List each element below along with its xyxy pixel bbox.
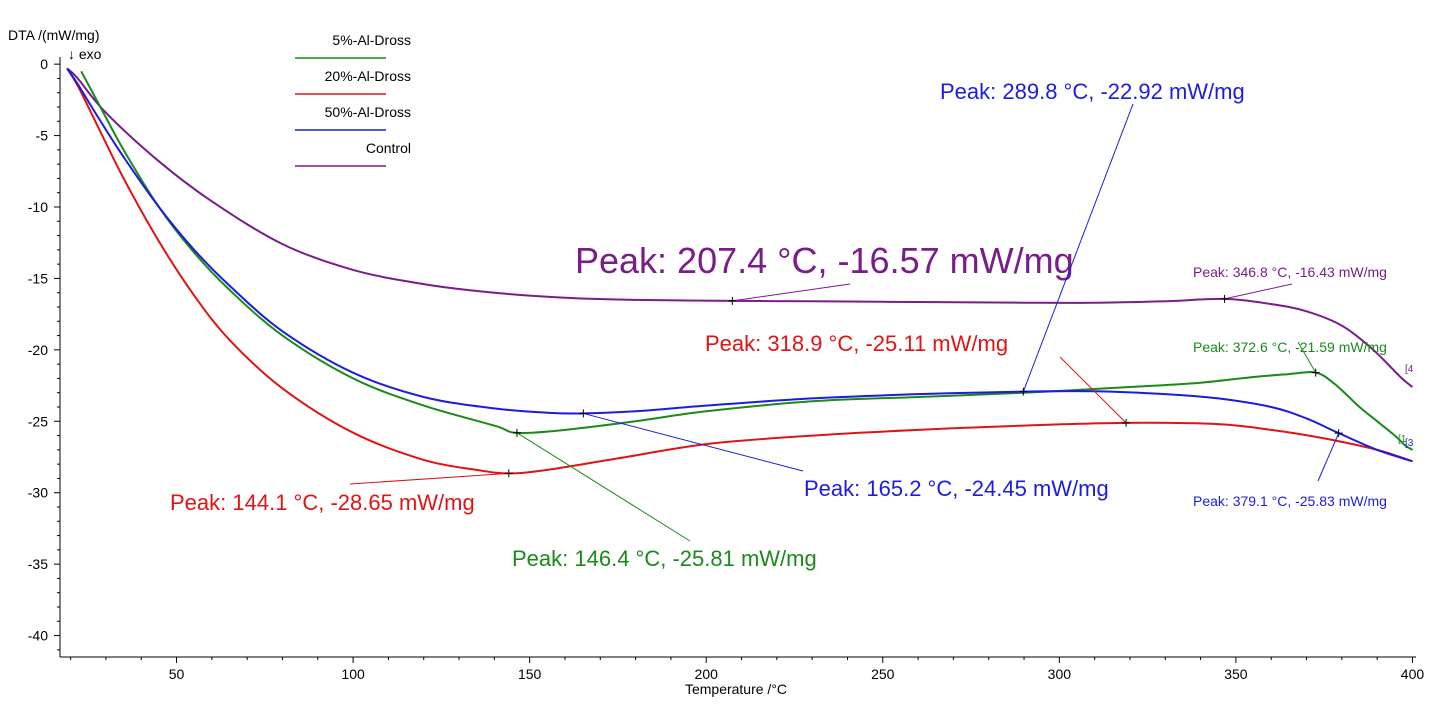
peak-annotation-label: Peak: 318.9 °C, -25.11 mW/mg (705, 331, 1008, 356)
annotation-leader-line (516, 432, 691, 542)
peak-annotation-label: Peak: 165.2 °C, -24.45 mW/mg (804, 476, 1109, 501)
series-end-marker: [4 (1405, 364, 1414, 375)
annotation-leader-line (732, 283, 851, 302)
y-axis-title: DTA /(mW/mg) (8, 27, 100, 43)
x-tick-label: 150 (518, 666, 542, 682)
series-end-marker: [1 (1398, 434, 1407, 445)
peak-annotation-label: Peak: 207.4 °C, -16.57 mW/mg (575, 240, 1074, 281)
peak-annotation-label: Peak: 144.1 °C, -28.65 mW/mg (170, 490, 475, 515)
x-tick-label: 100 (341, 666, 365, 682)
peak-annotation-label: Peak: 379.1 °C, -25.83 mW/mg (1193, 493, 1387, 509)
series-line-20-al-dross (66, 67, 1413, 475)
annotation-leader-line (1022, 103, 1134, 392)
series-line-control (66, 67, 1414, 388)
legend-label-control: Control (366, 140, 411, 156)
annotation-leader-line (1059, 356, 1127, 424)
annotation-leader-line (583, 412, 804, 472)
y-tick-label: -20 (28, 342, 48, 358)
annotation-leader-line (349, 472, 509, 485)
annotation-leader-line (1224, 283, 1293, 300)
legend-label-5-al-dross: 5%-Al-Dross (332, 32, 411, 48)
series-line-50-al-dross (66, 67, 1413, 463)
x-tick-label: 300 (1048, 666, 1072, 682)
y-tick-label: -30 (28, 485, 48, 501)
end-markers: [4 [1[3 (1398, 364, 1414, 449)
y-tick-label: -25 (28, 413, 48, 429)
y-tick-label: -40 (28, 628, 48, 644)
peak-annotation-label: Peak: 372.6 °C, -21.59 mW/mg (1193, 339, 1387, 355)
x-axis-title: Temperature /°C (685, 681, 787, 697)
axis-ticks: 50 100 150 200 250 300 350 400 0 -5 -10 -15 -20 -25 -3… (28, 56, 1425, 682)
x-tick-label: 400 (1401, 666, 1425, 682)
x-tick-label: 250 (871, 666, 895, 682)
annotation-layer: Peak: 144.1 °C, -28.65 mW/mg Peak: 146.4 … (170, 79, 1387, 571)
annotation-leader-line (1297, 341, 1317, 373)
series-layer (66, 67, 1414, 475)
y-axis-exo-note: ↓ exo (68, 46, 102, 62)
y-tick-label: -15 (28, 270, 48, 286)
peak-annotation-label: Peak: 146.4 °C, -25.81 mW/mg (512, 546, 817, 571)
y-tick-label: -35 (28, 556, 48, 572)
x-tick-label: 350 (1224, 666, 1248, 682)
x-tick-label: 200 (695, 666, 719, 682)
legend-label-20-al-dross: 20%-Al-Dross (325, 68, 411, 84)
legend: 5%-Al-Dross 20%-Al-Dross 50%-Al-Dross Contr… (295, 32, 411, 167)
peak-annotation-label: Peak: 346.8 °C, -16.43 mW/mg (1193, 264, 1387, 280)
annotation-leader-line (1317, 432, 1340, 482)
y-tick-label: -5 (36, 128, 49, 144)
series-end-marker: [3 (1405, 438, 1414, 449)
legend-label-50-al-dross: 50%-Al-Dross (325, 104, 411, 120)
y-tick-label: 0 (40, 56, 48, 72)
y-tick-label: -10 (28, 199, 48, 215)
series-line-5-al-dross (80, 70, 1414, 451)
x-tick-label: 50 (169, 666, 185, 682)
peak-annotation-label: Peak: 289.8 °C, -22.92 mW/mg (940, 79, 1245, 104)
